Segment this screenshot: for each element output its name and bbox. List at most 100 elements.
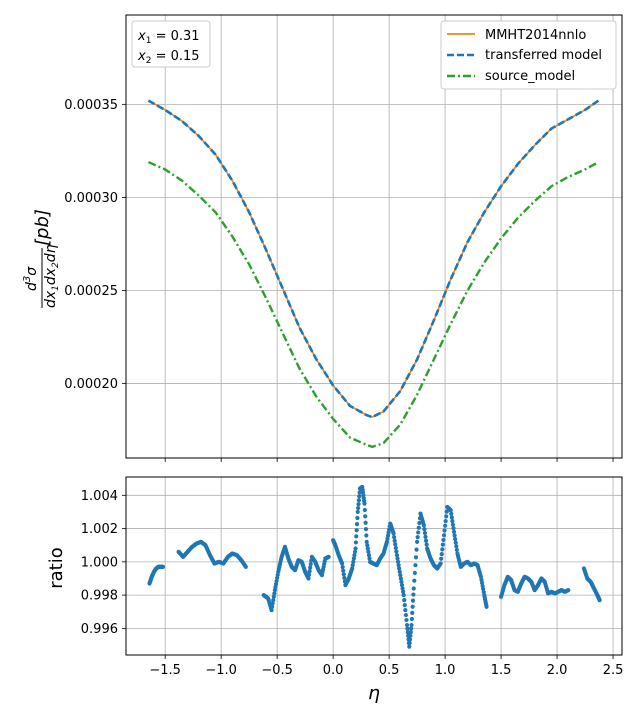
ratio-point [339, 561, 345, 566]
main-plot-frame [125, 14, 623, 459]
ratio-point [365, 543, 370, 548]
series-line-source-model [147, 160, 600, 449]
ratio-ytick-label: 1.002 [81, 522, 118, 537]
ratio-point [442, 528, 447, 533]
annotation-x1: x1 = 0.31 [137, 29, 200, 46]
annotation-x2: x2 = 0.15 [137, 49, 200, 66]
ratio-point [341, 568, 346, 573]
ratio-point [415, 535, 420, 540]
ratio-point [392, 535, 397, 540]
ratio-point [392, 538, 397, 543]
annotation-box [131, 20, 211, 68]
ratio-point [484, 604, 489, 609]
ratio-xtick-label: −1.0 [205, 663, 237, 678]
ratio-point [356, 505, 361, 511]
ratio-point [409, 626, 414, 631]
ratio-point [402, 598, 407, 603]
ratio-point [308, 561, 313, 567]
ratio-point [417, 520, 422, 526]
ratio-point [354, 534, 359, 539]
ratio-point [412, 570, 417, 576]
ratio-plot: 0.996 0.998 1.000 1.002 1.004 −1.5 −1.0 −0.5 0.… [46, 476, 623, 704]
ratio-point [424, 542, 429, 547]
ratio-plot-grid [126, 477, 622, 655]
ratio-point [403, 612, 409, 618]
ratio-point [454, 544, 459, 549]
ratio-point [422, 530, 428, 536]
ratio-point [362, 507, 367, 513]
ratio-point [443, 518, 448, 524]
ratio-point [362, 501, 367, 506]
ratio-point [408, 630, 413, 635]
ratio-xtick-label: 2.5 [603, 663, 624, 678]
ratio-point [415, 539, 420, 544]
ratio-point [342, 575, 347, 581]
ratio-point [597, 598, 602, 603]
ratio-point [355, 515, 360, 521]
ratio-point [451, 529, 457, 535]
ratio-plot-yticks: 0.996 0.998 1.000 1.002 1.004 [81, 489, 126, 637]
ratio-point [397, 566, 402, 571]
ratio-point [416, 530, 421, 535]
main-plot: 0.00020 0.00025 0.00030 0.00035 d3σ dx1dx2d… [22, 14, 623, 462]
ratio-point [366, 549, 371, 554]
ratio-point [160, 564, 166, 569]
ylabel-unit: [pb] [32, 209, 53, 246]
ratio-point [409, 622, 414, 628]
ratio-point [440, 547, 445, 552]
ratio-point [272, 591, 277, 596]
ratio-point [440, 542, 445, 547]
ratio-ytick-label: 0.996 [81, 622, 118, 637]
ratio-point [341, 572, 346, 577]
ratio-point [449, 515, 454, 520]
ratio-point [414, 547, 419, 552]
ratio-point [412, 578, 417, 583]
ratio-point [398, 573, 403, 578]
ratio-point [400, 586, 405, 591]
ratio-plot-xticks: −1.5 −1.0 −0.5 0.0 0.5 1.0 1.5 2.0 2.5 [149, 655, 623, 678]
ratio-point [306, 576, 311, 581]
ratio-point [450, 518, 455, 524]
ratio-point [413, 563, 418, 568]
ratio-point [409, 616, 414, 622]
main-ytick-label: 0.00025 [64, 284, 118, 299]
ratio-xtick-label: 2.0 [547, 663, 568, 678]
ratio-point [411, 586, 416, 591]
ratio-point [340, 565, 345, 570]
ratio-point [404, 617, 409, 623]
ratio-point [451, 526, 456, 531]
ratio-point [416, 525, 421, 530]
series-line-transferred-model [147, 99, 600, 419]
main-plot-series [147, 99, 600, 449]
ratio-point [395, 556, 400, 561]
ratio-point [454, 547, 459, 553]
ratio-plot-frame [125, 476, 623, 656]
ratio-point [452, 533, 457, 538]
ratio-point [352, 553, 357, 558]
ratio-point [421, 523, 426, 528]
ratio-point [269, 607, 274, 613]
ratio-point [363, 514, 368, 519]
ratio-xtick-label: 0.5 [379, 663, 400, 678]
ratio-point [356, 498, 361, 503]
ratio-point [441, 533, 447, 538]
ratio-point [271, 594, 276, 599]
ratio-point [351, 556, 356, 561]
main-ytick-label: 0.00030 [64, 191, 118, 206]
legend-label-mmht: MMHT2014nnlo [485, 28, 586, 43]
ratio-point [393, 542, 398, 547]
ratio-point [401, 593, 406, 598]
ratio-point [350, 566, 355, 571]
ratio-ylabel: ratio [46, 547, 67, 589]
ratio-point [354, 528, 359, 533]
ratio-point [397, 569, 402, 574]
ratio-xtick-label: 1.5 [491, 663, 512, 678]
ratio-point [566, 588, 571, 593]
ratio-point [411, 592, 416, 597]
ratio-point [306, 572, 312, 577]
ratio-point [399, 583, 405, 588]
ratio-ytick-label: 1.004 [81, 489, 118, 504]
ratio-point [352, 549, 358, 554]
ratio-point [453, 540, 458, 545]
